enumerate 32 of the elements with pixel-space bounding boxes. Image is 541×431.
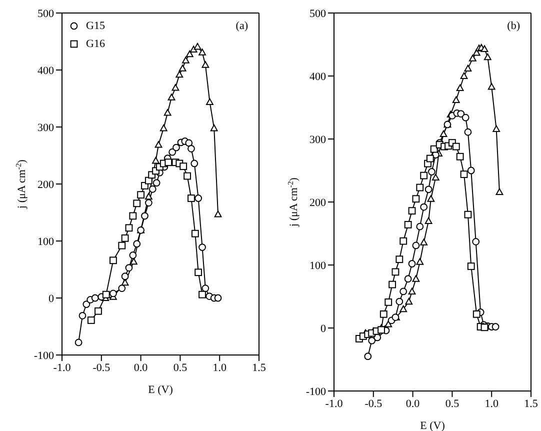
y-tick-label: 200 xyxy=(310,196,326,209)
y-tick-label: 500 xyxy=(310,8,326,20)
legend-label: G16 xyxy=(86,38,105,50)
x-tick-label: 1.5 xyxy=(524,398,538,410)
y-tick-label: 300 xyxy=(38,122,54,134)
x-tick-label: 1.0 xyxy=(484,398,499,410)
x-axis-title: E (V) xyxy=(148,384,174,396)
y-tick-label: 500 xyxy=(38,8,54,20)
y-tick-label: 0 xyxy=(48,292,54,305)
x-tick-label: -1.0 xyxy=(53,362,72,374)
x-tick-label: -0.5 xyxy=(92,362,111,374)
x-tick-label: -0.5 xyxy=(364,398,383,410)
x-tick-label: 1.5 xyxy=(252,362,266,374)
y-tick-label: 100 xyxy=(310,260,326,272)
y-tick-label: 400 xyxy=(310,70,326,83)
x-tick-label: 0.0 xyxy=(134,362,148,374)
y-tick-label: 100 xyxy=(38,236,54,248)
legend-label: G15 xyxy=(86,20,105,32)
y-tick-label: 400 xyxy=(38,64,54,77)
x-axis-title: E (V) xyxy=(420,420,446,431)
y-tick-label: 300 xyxy=(310,134,326,146)
annotation: (a) xyxy=(236,20,248,32)
y-tick-label: 200 xyxy=(38,178,54,191)
x-tick-label: -1.0 xyxy=(325,398,344,410)
y-tick-label: -100 xyxy=(306,386,326,398)
y-tick-label: 0 xyxy=(320,322,326,335)
x-tick-label: 0.0 xyxy=(406,398,420,410)
y-tick-label: -100 xyxy=(34,350,54,362)
x-tick-label: 0.5 xyxy=(173,362,188,374)
x-tick-label: 0.5 xyxy=(445,398,460,410)
annotation: (b) xyxy=(507,20,520,32)
x-tick-label: 1.0 xyxy=(212,362,227,374)
